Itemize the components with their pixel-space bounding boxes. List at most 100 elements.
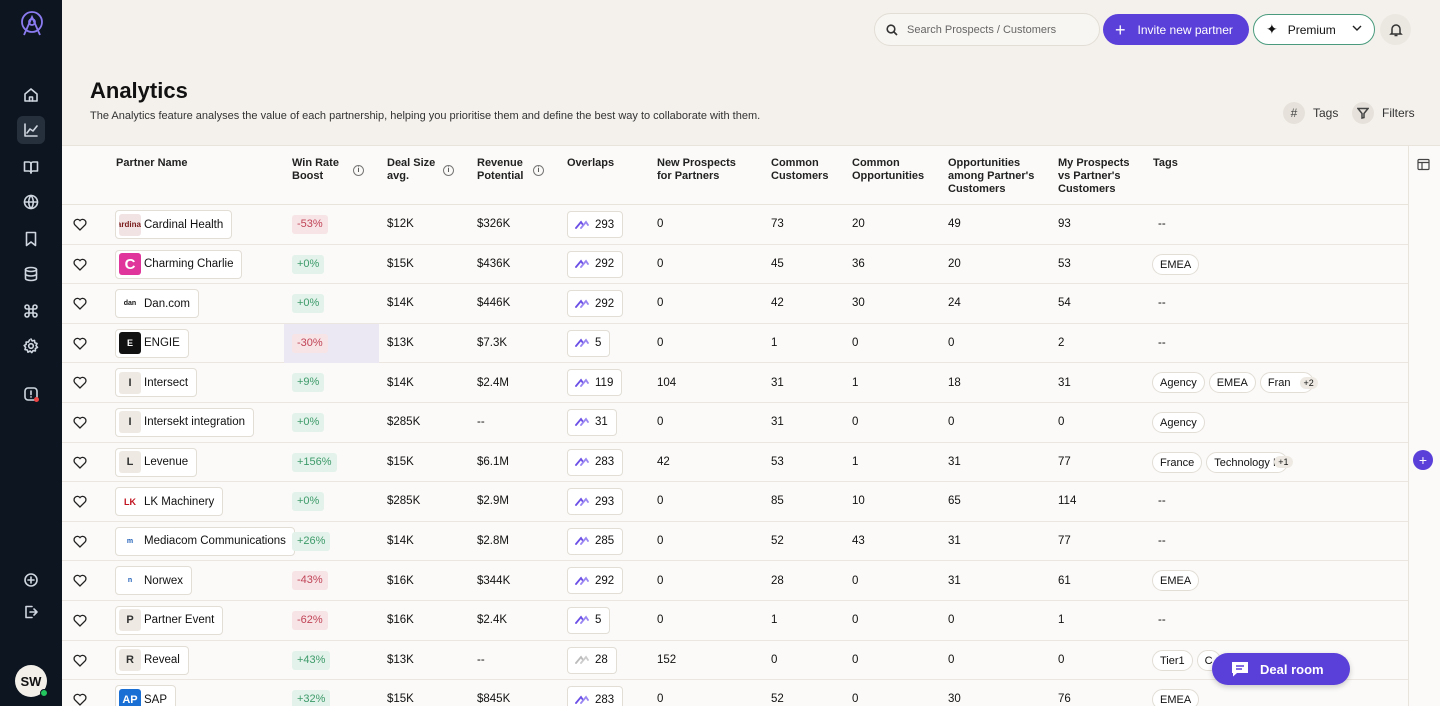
col-tags[interactable]: Tags: [1153, 157, 1178, 169]
tags-button[interactable]: # Tags: [1283, 102, 1338, 124]
table-row[interactable]: AP SAP +32% $15K $845K 283 0 52 0 30 76 EMEA: [62, 680, 1408, 706]
favorite-heart-icon[interactable]: [73, 574, 87, 588]
home-icon[interactable]: [17, 81, 45, 109]
favorite-heart-icon[interactable]: [73, 416, 87, 429]
table-row[interactable]: R Reveal +43% $13K -- 28 152 0 0 0 0 Tier1 C: [62, 641, 1408, 681]
column-settings-icon[interactable]: [1417, 158, 1430, 171]
tags-cell[interactable]: Agency: [1152, 411, 1209, 433]
favorite-heart-icon[interactable]: [73, 456, 87, 469]
plan-dropdown[interactable]: ✦ Premium: [1253, 14, 1375, 45]
overlaps-chip[interactable]: 292: [567, 290, 624, 318]
favorite-heart-icon[interactable]: [73, 376, 87, 390]
partner-chip[interactable]: C Charming Charlie: [115, 249, 243, 279]
table-row[interactable]: I Intersekt integration +0% $285K -- 31 0 31 0 0 0…: [62, 403, 1408, 443]
invite-partner-button[interactable]: + Invite new partner: [1103, 14, 1249, 45]
add-column-button[interactable]: +: [1413, 450, 1433, 470]
partner-chip[interactable]: dan Dan.com: [115, 289, 200, 319]
tags-cell[interactable]: --: [1152, 333, 1166, 354]
col-win-rate[interactable]: Win Rate Boost: [292, 157, 339, 182]
bookmark-icon[interactable]: [17, 225, 45, 253]
database-icon[interactable]: [17, 260, 45, 288]
tag-chip[interactable]: EMEA: [1208, 372, 1256, 394]
partner-chip[interactable]: E ENGIE: [115, 328, 189, 358]
overlaps-chip[interactable]: 28: [567, 646, 617, 674]
overlaps-chip[interactable]: 119: [567, 369, 623, 397]
tags-cell[interactable]: --: [1152, 293, 1166, 314]
tags-cell[interactable]: --: [1152, 491, 1166, 512]
favorite-heart-icon[interactable]: [73, 535, 87, 548]
tag-chip[interactable]: France: [1152, 451, 1203, 473]
table-row[interactable]: E ENGIE -30% $13K $7.3K 5 0 1 0 0 2 --: [62, 323, 1408, 364]
overlaps-chip[interactable]: 285: [567, 527, 624, 555]
tags-cell[interactable]: EMEA: [1152, 689, 1203, 706]
table-row[interactable]: L Levenue +156% $15K $6.1M 283 42 53 1 31 77 France…: [62, 443, 1408, 483]
table-row[interactable]: m Mediacom Communications +26% $14K $2.8M 285…: [62, 522, 1408, 562]
overlaps-chip[interactable]: 5: [567, 329, 611, 357]
partner-chip[interactable]: I Intersekt integration: [115, 407, 255, 437]
revenue-info-icon[interactable]: i: [533, 165, 544, 176]
win-rate-info-icon[interactable]: i: [353, 165, 364, 176]
overlaps-chip[interactable]: 293: [567, 211, 624, 238]
col-my-prospects[interactable]: My Prospects vs Partner's Customers: [1058, 157, 1130, 195]
overlaps-chip[interactable]: 283: [567, 686, 624, 706]
favorite-heart-icon[interactable]: [73, 693, 87, 706]
tag-chip[interactable]: Technology Pa: [1206, 451, 1289, 473]
tag-chip[interactable]: EMEA: [1152, 253, 1200, 275]
partner-chip[interactable]: ardinalCardinal Health: [115, 210, 233, 239]
col-common-customers[interactable]: Common Customers: [771, 157, 829, 182]
tag-chip[interactable]: Tier1: [1152, 649, 1193, 671]
table-row[interactable]: n Norwex -43% $16K $344K 292 0 28 0 31 61 EMEA: [62, 561, 1408, 601]
logout-icon[interactable]: [17, 598, 45, 626]
col-partner-name[interactable]: Partner Name: [116, 157, 188, 169]
command-icon[interactable]: [17, 297, 45, 325]
partner-chip[interactable]: AP SAP: [115, 685, 177, 706]
table-row[interactable]: P Partner Event -62% $16K $2.4K 5 0 1 0 0 1 --: [62, 601, 1408, 641]
favorite-heart-icon[interactable]: [73, 337, 87, 350]
col-new-prospects[interactable]: New Prospects for Partners: [657, 157, 736, 182]
user-avatar[interactable]: SW: [15, 665, 48, 697]
col-common-opportunities[interactable]: Common Opportunities: [852, 157, 925, 182]
search-box[interactable]: [874, 13, 1100, 46]
tags-cell[interactable]: EMEA: [1152, 570, 1203, 592]
partner-chip[interactable]: P Partner Event: [115, 605, 224, 635]
partner-chip[interactable]: L Levenue: [115, 447, 198, 477]
filters-button[interactable]: Filters: [1352, 102, 1415, 124]
overlaps-chip[interactable]: 292: [567, 567, 624, 595]
table-row[interactable]: I Intersect +9% $14K $2.4M 119 104 31 1 18 31 Agenc…: [62, 363, 1408, 403]
partner-chip[interactable]: I Intersect: [115, 368, 198, 398]
favorite-heart-icon[interactable]: [73, 218, 87, 231]
partner-chip[interactable]: R Reveal: [115, 645, 189, 675]
tag-chip[interactable]: Agency: [1152, 411, 1205, 433]
analytics-icon[interactable]: [17, 116, 45, 144]
tag-chip[interactable]: EMEA: [1152, 570, 1200, 592]
book-icon[interactable]: [17, 153, 45, 181]
more-tags-badge[interactable]: +2: [1299, 376, 1318, 389]
tag-chip[interactable]: Fran: [1259, 372, 1314, 394]
overlaps-chip[interactable]: 31: [567, 408, 617, 436]
overlaps-chip[interactable]: 292: [567, 250, 624, 278]
app-logo-icon[interactable]: [20, 11, 44, 37]
favorite-heart-icon[interactable]: [73, 614, 87, 627]
partner-chip[interactable]: n Norwex: [115, 566, 192, 596]
partner-chip[interactable]: LK LK Machinery: [115, 487, 224, 517]
settings-gear-icon[interactable]: [17, 332, 45, 360]
tags-cell[interactable]: Tier1 C: [1152, 649, 1225, 671]
overlaps-chip[interactable]: 293: [567, 488, 624, 516]
tags-cell[interactable]: Agency EMEA Fran +2: [1152, 372, 1318, 394]
col-deal-size[interactable]: Deal Size avg.: [387, 157, 436, 182]
overlaps-chip[interactable]: 5: [567, 606, 611, 634]
col-opps-among[interactable]: Opportunities among Partner's Customers: [948, 157, 1035, 195]
feedback-alert-icon[interactable]: [17, 380, 45, 408]
favorite-heart-icon[interactable]: [73, 654, 87, 667]
more-tags-badge[interactable]: +1: [1274, 456, 1293, 469]
globe-icon[interactable]: [17, 188, 45, 216]
notifications-button[interactable]: [1380, 14, 1411, 45]
col-overlaps[interactable]: Overlaps: [567, 157, 615, 169]
tags-cell[interactable]: --: [1152, 610, 1166, 631]
tags-cell[interactable]: France Technology Pa+1: [1152, 451, 1293, 473]
table-row[interactable]: C Charming Charlie +0% $15K $436K 292 0 45 36 20 5…: [62, 245, 1408, 285]
col-revenue[interactable]: Revenue Potential: [477, 157, 524, 182]
deal-size-info-icon[interactable]: i: [443, 165, 454, 176]
tags-cell[interactable]: --: [1152, 531, 1166, 552]
partner-chip[interactable]: m Mediacom Communications: [115, 526, 295, 556]
